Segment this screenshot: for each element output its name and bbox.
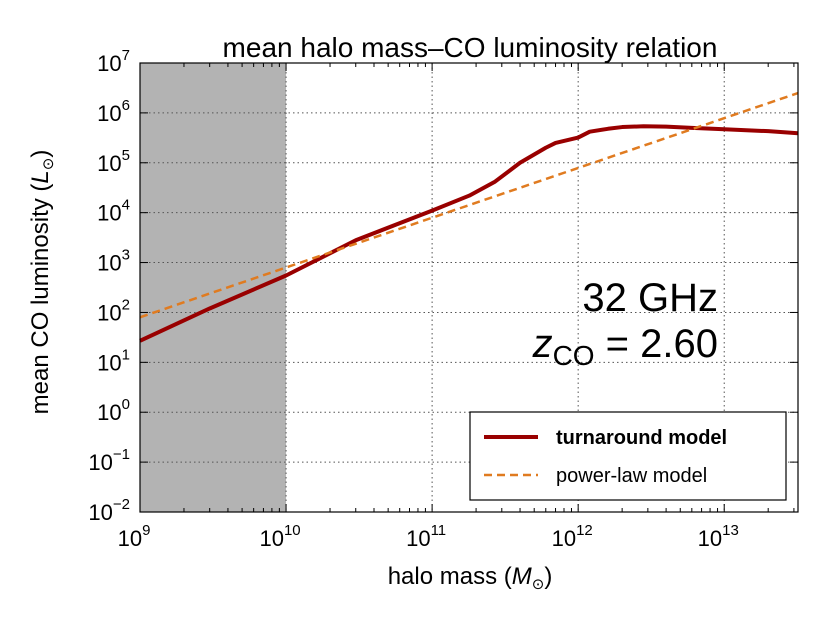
legend-box [469,411,787,501]
x-tick-label: 1012 [552,522,593,551]
y-tick-label: 104 [97,197,130,226]
legend-label-power-law: power-law model [556,465,707,487]
x-tick-label: 1011 [406,522,446,551]
y-tick-label: 106 [97,97,130,126]
y-axis-label: mean CO luminosity (L⊙) [27,150,57,415]
y-tick-label: 103 [97,247,130,276]
plot-frame [139,62,799,513]
y-tick-label: 10−2 [88,496,130,525]
series-line-power-law-model [139,91,799,319]
chart-title: mean halo mass–CO luminosity relation [223,32,718,63]
series-line-turnaround-model [139,124,799,343]
x-tick-labels: 109 1010 1011 1012 1013 [118,522,739,551]
axis-ticks [139,62,798,513]
x-tick-label: 1010 [259,522,300,551]
y-tick-label: 105 [97,147,130,176]
redshift-annotation: zCO = 2.60 [532,322,718,371]
x-tick-label: 1013 [698,522,739,551]
y-tick-label: 107 [97,47,130,76]
excluded-mass-region [140,63,287,512]
y-tick-label: 10−1 [88,446,130,475]
y-tick-label: 102 [97,296,130,325]
x-axis-label: halo mass (M⊙) [388,563,553,593]
x-tick-label: 109 [118,522,151,551]
y-tick-label: 101 [97,346,130,375]
y-tick-labels: 10−2 10−1 100 101 102 103 104 105 106 107 [88,47,130,525]
legend-label-turnaround: turnaround model [556,427,727,449]
frequency-annotation: 32 GHz [582,276,718,320]
legend: turnaround model power-law model [469,411,787,501]
y-tick-label: 100 [97,396,130,425]
series-layer [139,91,799,343]
